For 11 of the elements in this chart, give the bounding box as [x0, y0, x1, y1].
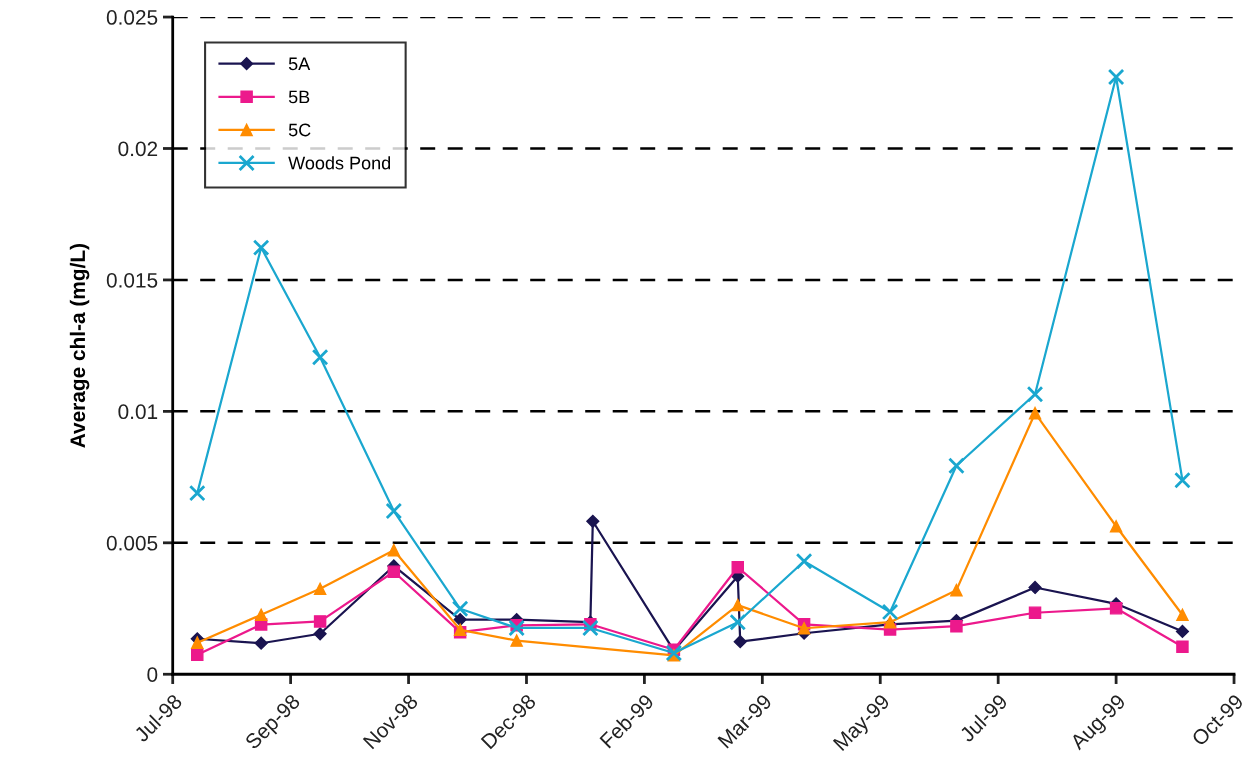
- y-axis-title: Average chl-a (mg/L): [69, 244, 90, 448]
- y-tick-label: 0: [147, 667, 158, 682]
- y-tick-label: 0.015: [106, 272, 158, 288]
- legend-label: Woods Pond: [288, 156, 391, 170]
- y-tick-label: 0.025: [106, 10, 158, 25]
- y-tick-label: 0.02: [118, 141, 158, 157]
- legend-label: 5B: [288, 90, 310, 104]
- y-tick-label: 0.01: [118, 404, 158, 420]
- y-tick-label: 0.005: [106, 535, 158, 551]
- legend-label: 5C: [288, 123, 311, 137]
- legend-label: 5A: [288, 57, 311, 71]
